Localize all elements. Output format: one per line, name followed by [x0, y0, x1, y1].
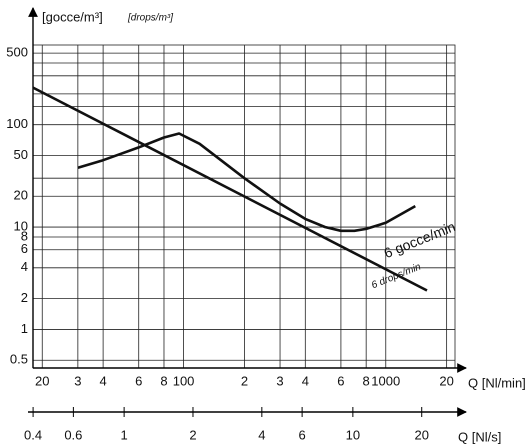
x-tick-label: 6 — [135, 373, 142, 388]
y-tick-label: 20 — [14, 188, 28, 203]
x2-tick-label: 0.4 — [24, 427, 42, 442]
curve-label: 6 gocce/min — [382, 218, 458, 261]
x-tick-label: 6 — [337, 373, 344, 388]
x-label: Q [Nl/min] — [468, 375, 526, 390]
x-tick-label: 1000 — [371, 373, 400, 388]
x-tick-label: 8 — [363, 373, 370, 388]
y-tick-label: 2 — [21, 290, 28, 305]
x-tick-label: 100 — [173, 373, 195, 388]
x2-tick-label: 0.6 — [64, 427, 82, 442]
x2-tick-label: 1 — [121, 427, 128, 442]
x2-tick-label: 10 — [346, 427, 360, 442]
y-label: [gocce/m³] — [42, 9, 103, 24]
x-tick-label: 3 — [74, 373, 81, 388]
x-tick-label: 8 — [160, 373, 167, 388]
x-tick-label: 20 — [439, 373, 453, 388]
y-tick-label: 500 — [6, 45, 28, 60]
y-tick-label: 50 — [14, 147, 28, 162]
x2-tick-label: 6 — [298, 427, 305, 442]
x-tick-label: 4 — [99, 373, 106, 388]
y-tick-label: 100 — [6, 116, 28, 131]
y-tick-label: 6 — [21, 241, 28, 256]
y-tick-label: 4 — [21, 259, 28, 274]
x-tick-label: 2 — [241, 373, 248, 388]
x-tick-label: 20 — [35, 373, 49, 388]
curve — [77, 132, 416, 233]
y-tick-label: 1 — [21, 321, 28, 336]
y-tick-label: 0.5 — [10, 352, 28, 367]
x-tick-label: 3 — [276, 373, 283, 388]
y-tick-label: 8 — [21, 228, 28, 243]
x-tick-label: 4 — [302, 373, 309, 388]
grid — [32, 44, 456, 369]
x2-tick-label: 4 — [258, 427, 265, 442]
y-tick-label: 10 — [14, 218, 28, 233]
curve — [32, 86, 428, 292]
x2-tick-label: 20 — [414, 427, 428, 442]
y-label-en: [drops/m³] — [127, 13, 173, 24]
x2-label: Q [Nl/s] — [458, 429, 501, 444]
x2-tick-label: 2 — [189, 427, 196, 442]
